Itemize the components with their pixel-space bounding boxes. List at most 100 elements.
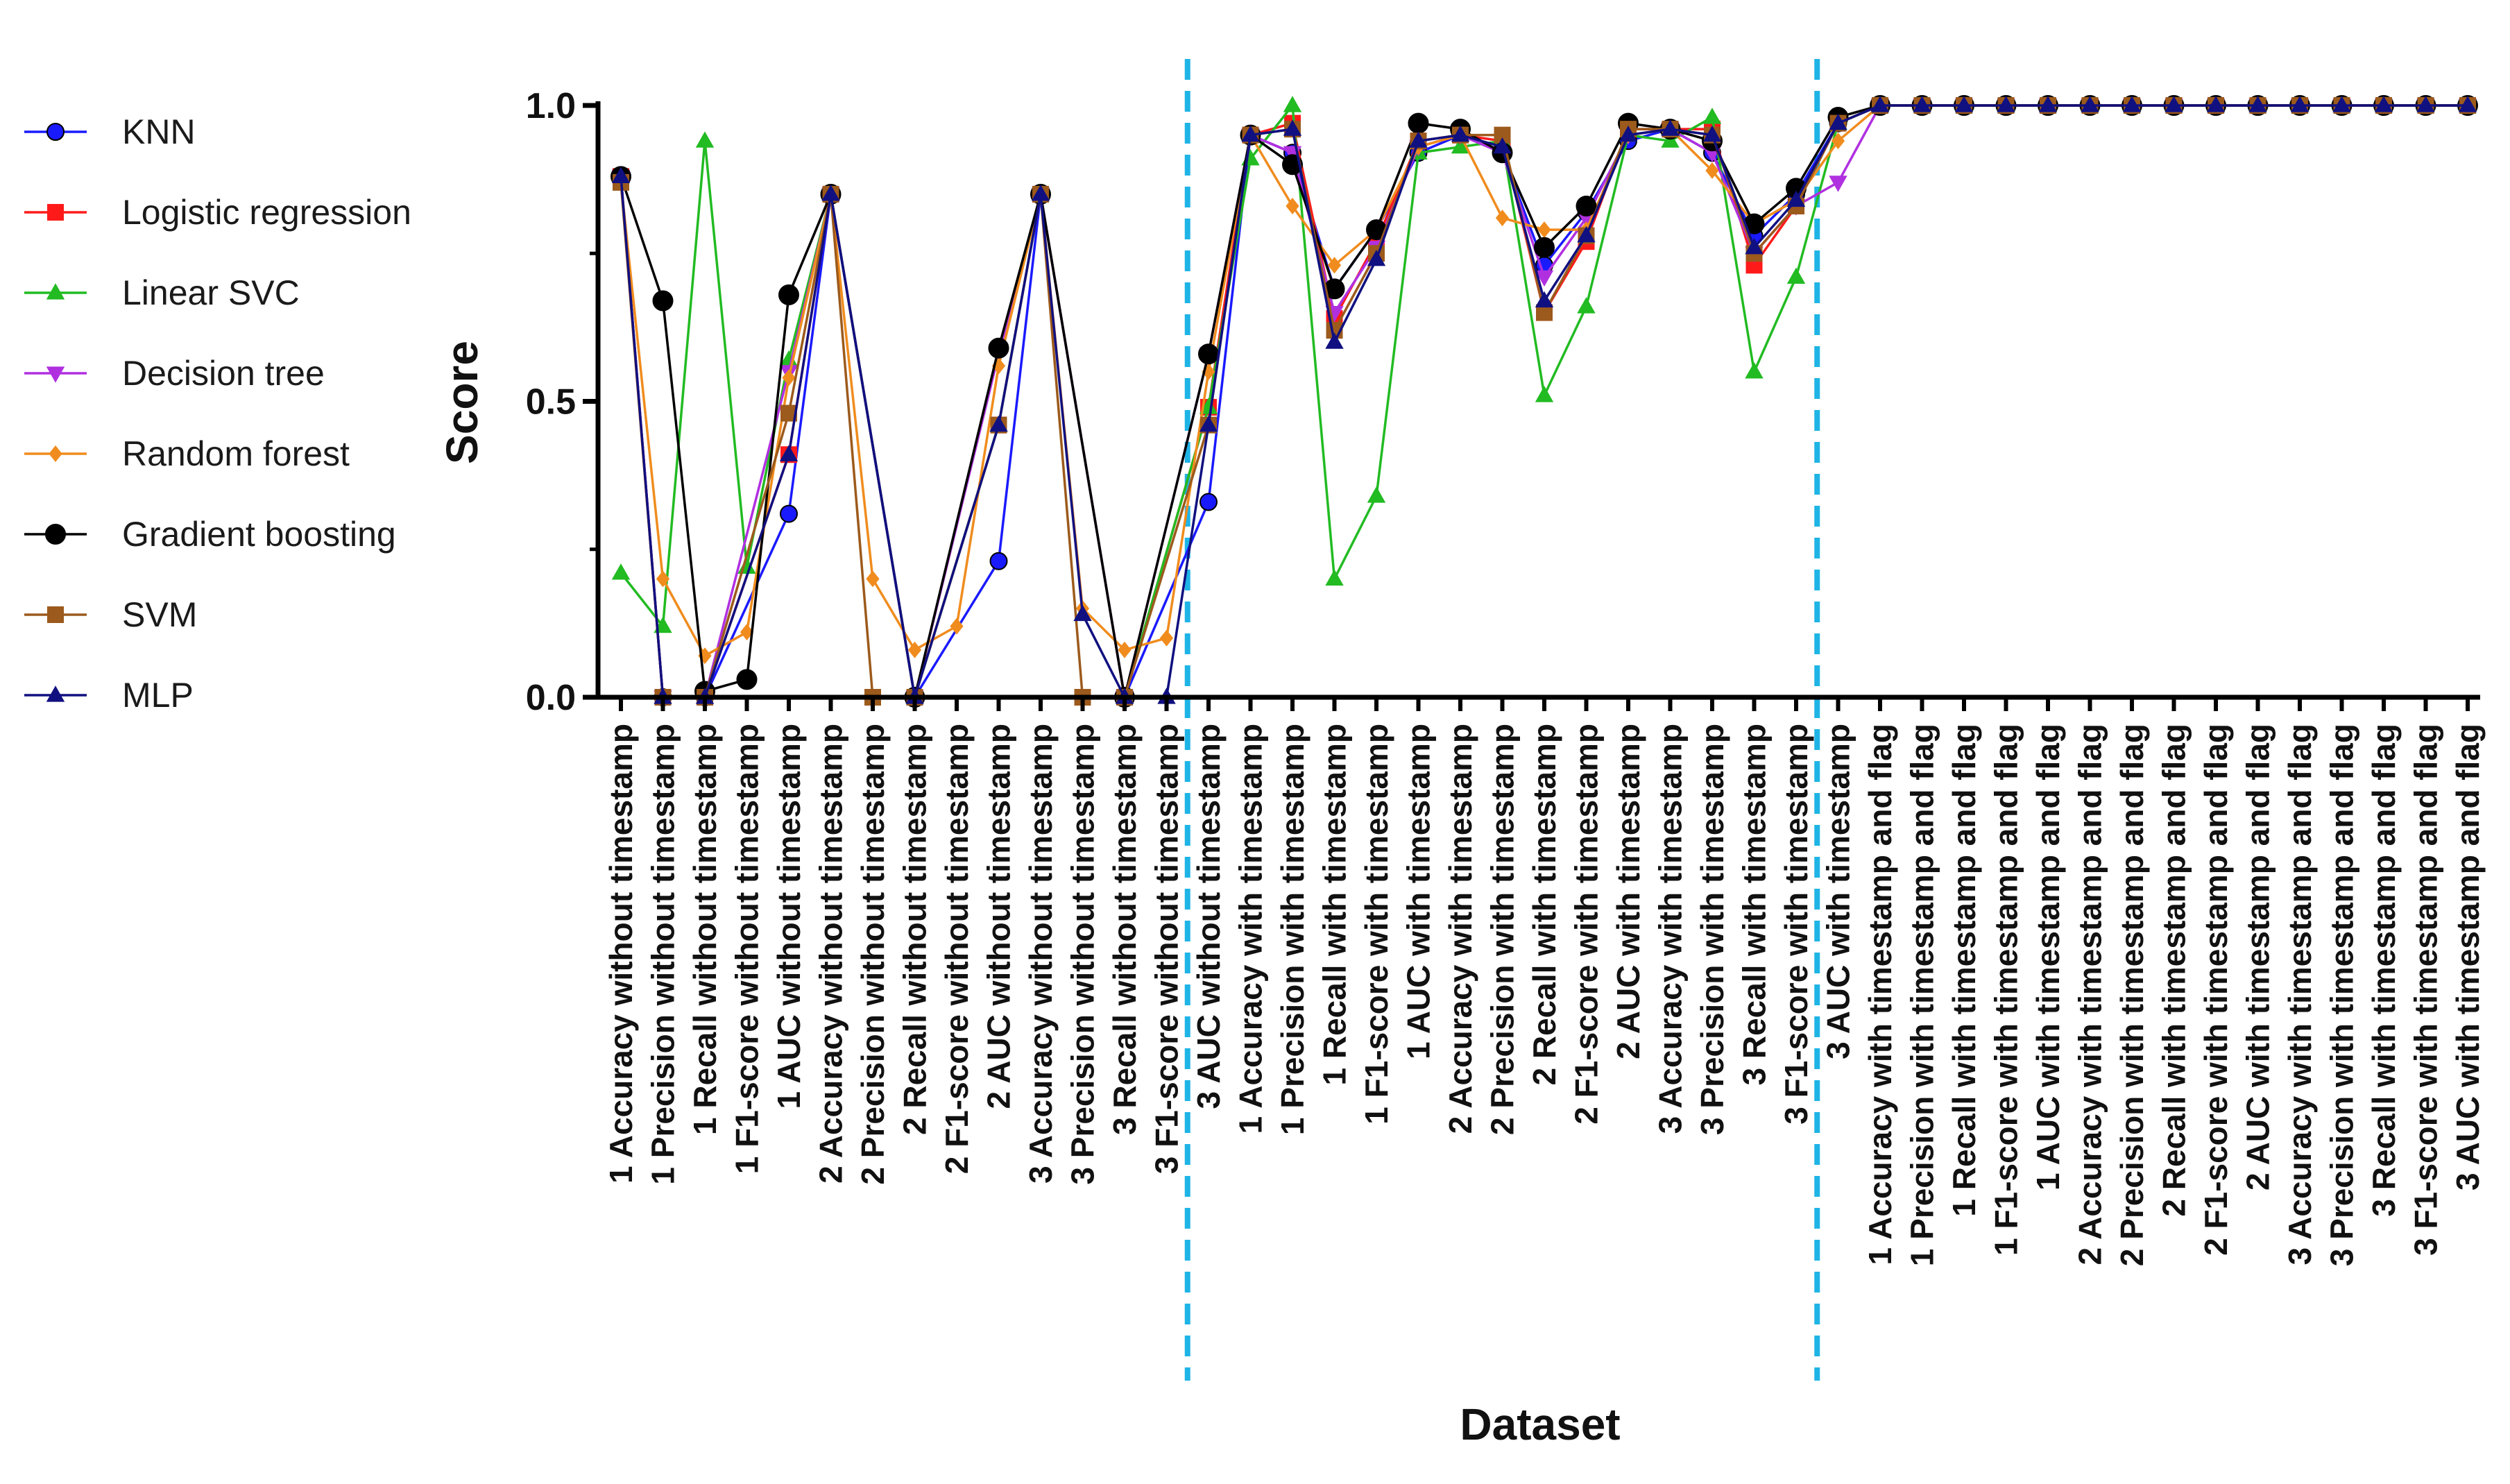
data-point xyxy=(782,369,796,386)
data-point xyxy=(1831,133,1845,150)
data-point xyxy=(2165,96,2183,112)
x-tick-label: 3 F1-score without timestamp xyxy=(1149,724,1185,1174)
data-point xyxy=(780,504,798,523)
data-point xyxy=(1367,249,1386,266)
series-line-segment xyxy=(703,141,749,568)
series-line-segment xyxy=(1501,146,1546,301)
x-tick-label: 1 AUC with timestamp xyxy=(1401,724,1437,1059)
series-line-segment xyxy=(1123,353,1210,698)
x-tick-label: 2 Recall with timestamp and flag xyxy=(2156,724,2192,1217)
data-point xyxy=(1325,332,1344,349)
series-line-segment xyxy=(1418,133,1461,142)
data-point xyxy=(2374,96,2393,112)
x-tick-label: 3 Accuracy with timestamp xyxy=(1653,724,1689,1134)
data-point xyxy=(1870,96,1890,112)
series-random-forest xyxy=(614,97,2475,665)
legend-item: Linear SVC xyxy=(24,273,300,312)
data-point xyxy=(2122,96,2142,112)
series-line-segment xyxy=(661,578,706,657)
x-tick-label: 3 AUC with timestamp xyxy=(1820,724,1856,1059)
data-point xyxy=(1202,363,1215,380)
series-layer xyxy=(611,95,2478,708)
x-tick-label: 3 Recall without timestamp xyxy=(1107,724,1143,1135)
series-line-segment xyxy=(661,141,706,626)
data-point xyxy=(1073,604,1092,622)
series-line-segment xyxy=(704,631,748,657)
data-point xyxy=(1537,221,1551,239)
series-line-segment xyxy=(1459,134,1504,219)
x-tick-label: 2 Accuracy with timestamp xyxy=(1442,724,1478,1134)
x-tick-label: 2 Precision with timestamp xyxy=(1485,724,1521,1135)
series-line-segment xyxy=(1082,607,1126,651)
legend-label: Gradient boosting xyxy=(122,515,396,554)
x-axis-title: Dataset xyxy=(1460,1399,1620,1449)
data-point xyxy=(1576,196,1597,217)
data-point xyxy=(736,669,758,690)
data-point xyxy=(695,131,715,148)
x-tick-label: 1 Accuracy with timestamp xyxy=(1233,724,1269,1134)
x-tick-label: 1 Accuracy with timestamp and flag xyxy=(1862,724,1898,1265)
series-line-segment xyxy=(703,454,790,698)
series-line-segment xyxy=(1291,128,1336,343)
x-tick-label: 1 Recall with timestamp and flag xyxy=(1946,724,1982,1217)
data-point xyxy=(611,167,631,183)
data-point xyxy=(652,290,674,312)
data-point xyxy=(1997,96,2015,112)
series-line-segment xyxy=(1333,495,1378,580)
series-line-segment xyxy=(1165,371,1210,638)
data-point xyxy=(821,185,840,201)
data-point xyxy=(1199,415,1218,432)
data-point xyxy=(1198,343,1219,365)
legend-marker xyxy=(46,123,65,141)
series-decision-tree xyxy=(611,99,2477,707)
y-axis-title: Score xyxy=(437,341,487,464)
data-point xyxy=(1913,96,1931,112)
x-tick-label: 2 Precision with timestamp and flag xyxy=(2114,724,2150,1266)
data-point xyxy=(1534,237,1555,258)
x-tick-label: 1 AUC without timestamp xyxy=(771,724,807,1109)
data-point xyxy=(1954,96,1974,112)
data-point xyxy=(1031,185,1050,201)
data-point xyxy=(1286,198,1299,215)
x-tick-label: 2 F1-score with timestamp xyxy=(1569,724,1605,1125)
series-line-segment xyxy=(1670,128,1713,137)
data-point xyxy=(1325,569,1344,586)
series-line-segment xyxy=(829,194,874,698)
series-line-segment xyxy=(1249,134,1294,207)
data-point xyxy=(1327,257,1342,274)
series-line-segment xyxy=(1333,258,1378,343)
data-point xyxy=(2248,96,2267,112)
series-line-segment xyxy=(1795,122,1840,201)
data-point xyxy=(950,617,964,635)
data-point xyxy=(1451,125,1470,142)
x-tick-label: 1 Precision without timestamp xyxy=(645,724,681,1185)
series-line-segment xyxy=(1460,133,1503,148)
data-point xyxy=(1535,291,1554,308)
data-point xyxy=(1367,486,1386,503)
data-point xyxy=(1577,297,1596,314)
x-tick-label: 1 Accuracy without timestamp xyxy=(603,724,639,1184)
series-line-segment xyxy=(914,625,957,651)
series-line-segment xyxy=(1628,128,1671,137)
x-tick-label: 3 Precision with timestamp xyxy=(1694,724,1730,1135)
data-point xyxy=(779,445,799,461)
series-line-segment xyxy=(1501,140,1546,396)
x-tick-label: 3 AUC without timestamp xyxy=(1190,724,1227,1109)
legend-marker xyxy=(46,366,65,383)
data-point xyxy=(1745,237,1764,255)
y-tick-label: 0.5 xyxy=(526,382,576,423)
legend-label: SVM xyxy=(122,595,197,634)
data-point xyxy=(656,570,670,588)
data-point xyxy=(611,563,631,580)
data-point xyxy=(989,552,1008,570)
series-line-segment xyxy=(1039,194,1126,698)
data-point xyxy=(1283,119,1302,136)
legend-item: Gradient boosting xyxy=(24,515,396,554)
series-line-segment xyxy=(1585,135,1630,307)
x-tick-label: 3 Precision with timestamp and flag xyxy=(2324,724,2360,1266)
data-point xyxy=(1577,225,1596,243)
data-point xyxy=(1409,131,1428,148)
data-point xyxy=(866,570,880,588)
x-tick-label: 2 Accuracy without timestamp xyxy=(813,724,849,1184)
